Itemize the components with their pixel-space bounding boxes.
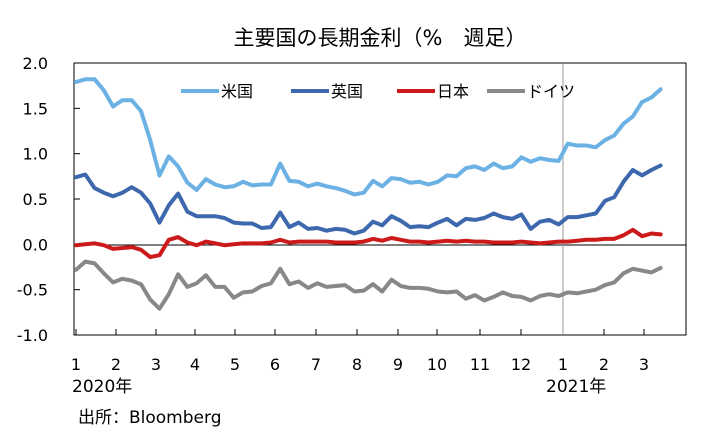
x-tick-label: 1 xyxy=(71,355,81,374)
plot-frame xyxy=(73,62,687,336)
x-tick-label: 6 xyxy=(270,355,280,374)
series-line-ドイツ xyxy=(74,259,663,311)
x-tick-label: 3 xyxy=(639,355,649,374)
source-note: 出所：Bloomberg xyxy=(78,408,221,428)
legend-label: ドイツ xyxy=(527,82,575,101)
x-tick-label: 12 xyxy=(511,355,531,374)
x-tick-label: 4 xyxy=(190,355,200,374)
series-line-英国 xyxy=(74,163,663,236)
x-axis: 1 2 3 4 5 6 7 8 9 10 11 12 1 2 3 xyxy=(71,63,649,374)
legend: 米国 英国 日本 ドイツ xyxy=(181,82,575,101)
y-tick-label: 1.0 xyxy=(23,145,48,164)
y-axis: 2.0 1.5 1.0 0.5 0.0 -0.5 -1.0 xyxy=(17,54,80,345)
x-tick-label: 10 xyxy=(427,355,447,374)
legend-label: 日本 xyxy=(437,82,469,101)
x-tick-label: 11 xyxy=(470,355,490,374)
x-tick-label: 2 xyxy=(111,355,121,374)
x-tick-label: 7 xyxy=(311,355,321,374)
x-tick-label: 1 xyxy=(558,355,568,374)
y-tick-label: 1.5 xyxy=(23,99,48,118)
series-line-米国 xyxy=(74,77,663,197)
x-tick-label: 9 xyxy=(393,355,403,374)
x-tick-label: 8 xyxy=(352,355,362,374)
x-tick-label: 3 xyxy=(151,355,161,374)
chart-title: 主要国の長期金利（% 週足） xyxy=(234,26,527,50)
y-tick-label: 0.0 xyxy=(23,235,48,254)
series-line-日本 xyxy=(74,227,663,259)
year-label-2021: 2021年 xyxy=(546,377,606,397)
y-tick-label: -1.0 xyxy=(17,326,48,345)
y-tick-label: 0.5 xyxy=(23,190,48,209)
y-tick-label: 2.0 xyxy=(23,54,48,73)
year-label-2020: 2020年 xyxy=(72,377,132,397)
y-tick-label: -0.5 xyxy=(17,281,48,300)
x-tick-label: 5 xyxy=(230,355,240,374)
legend-label: 米国 xyxy=(221,82,253,101)
x-tick-label: 2 xyxy=(599,355,609,374)
legend-label: 英国 xyxy=(331,82,363,101)
series-lines xyxy=(74,77,663,311)
